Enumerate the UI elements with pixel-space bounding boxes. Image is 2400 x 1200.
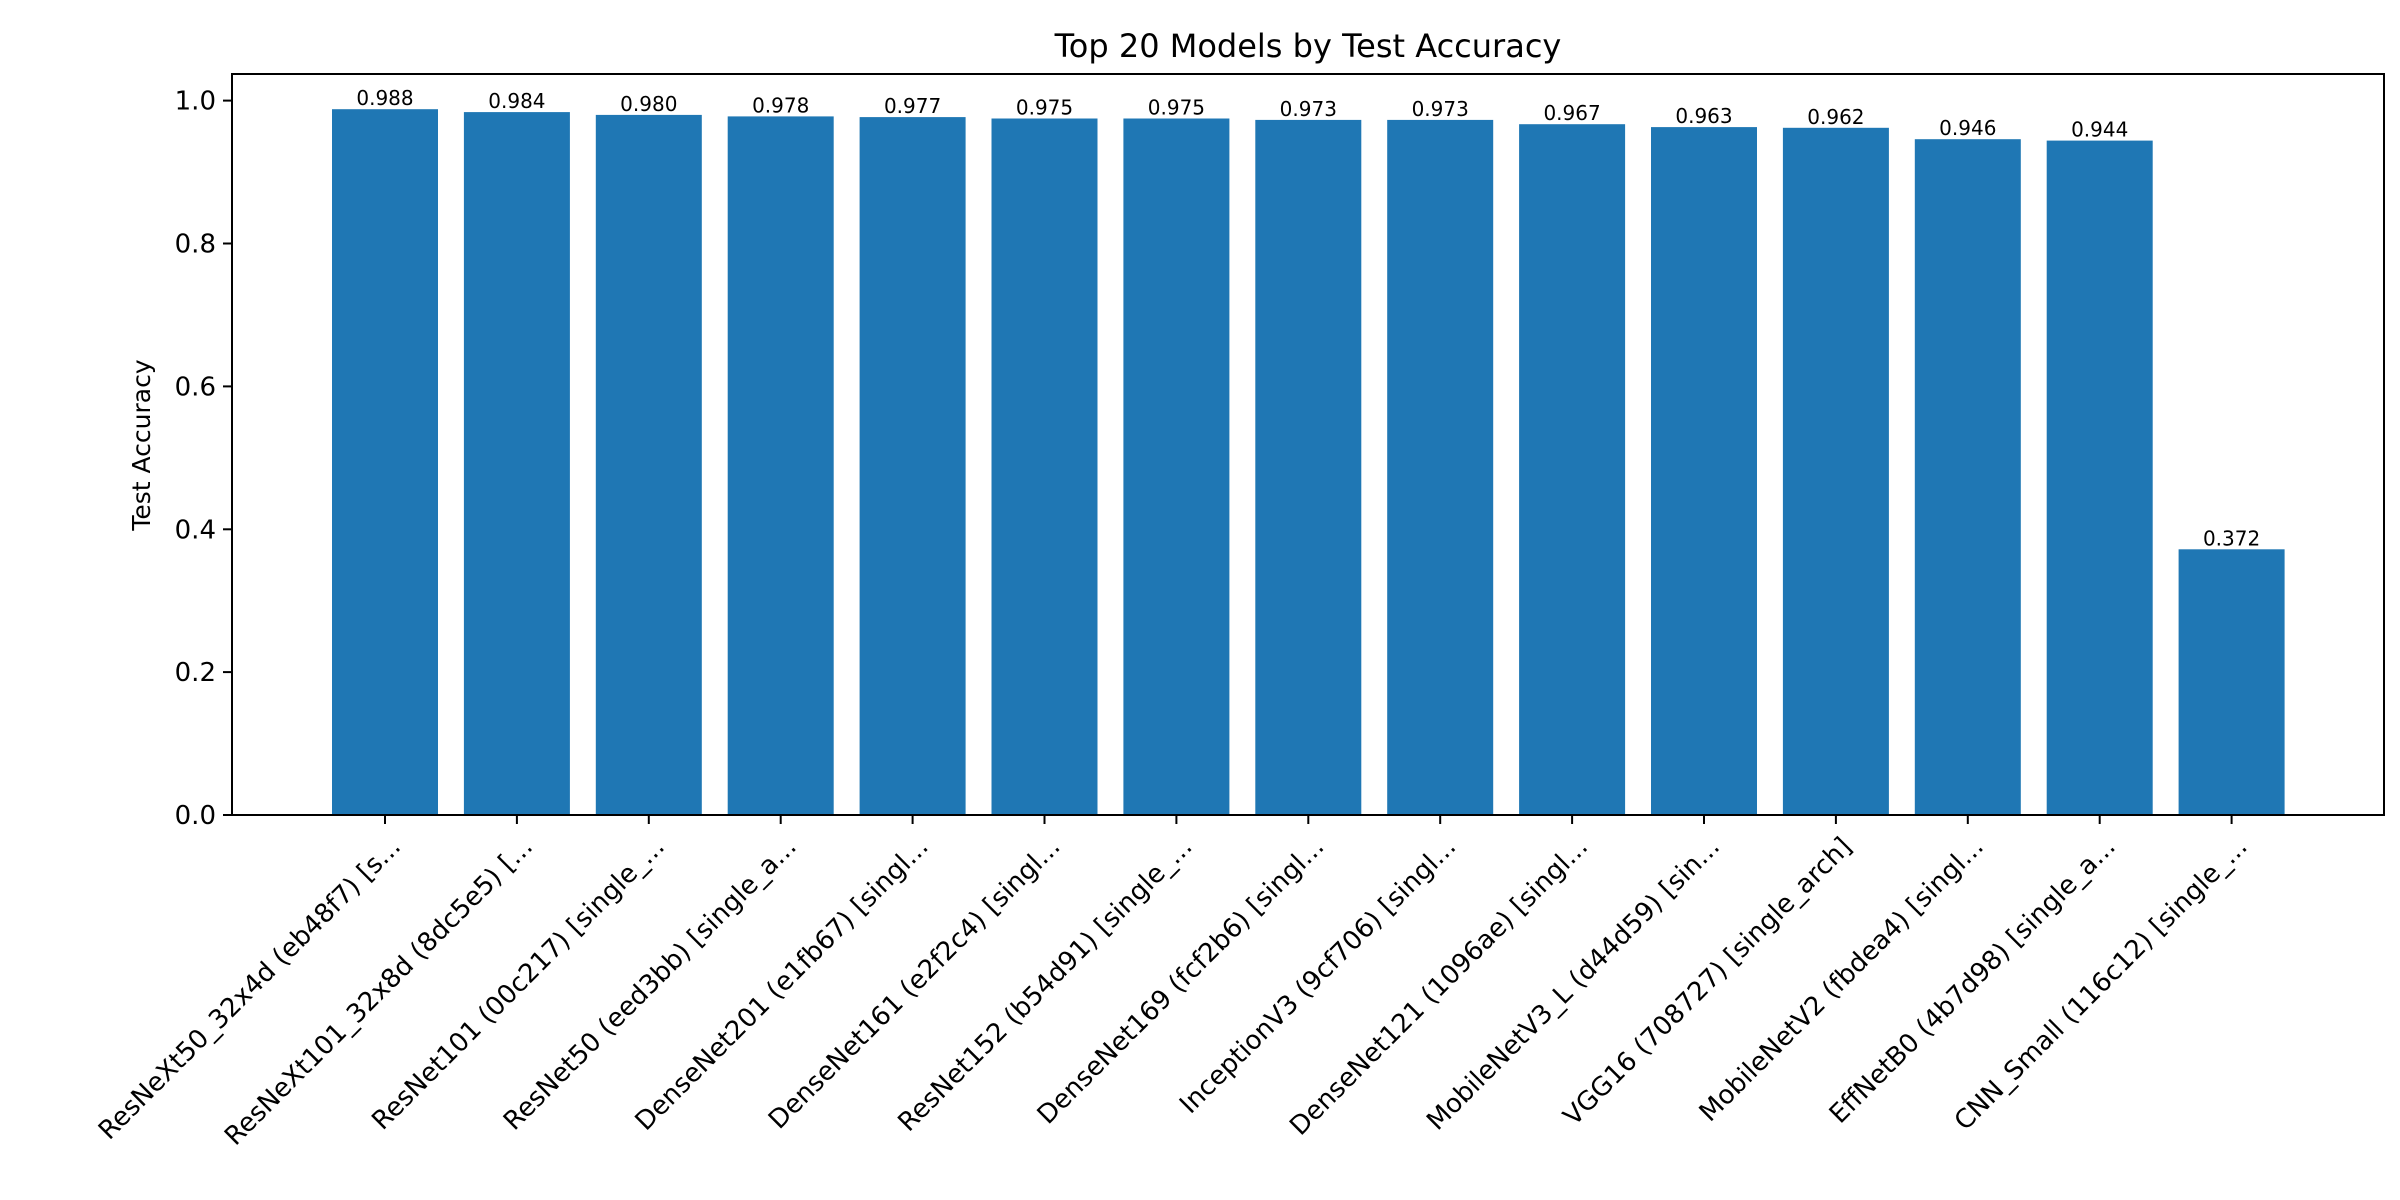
bar bbox=[2178, 549, 2285, 815]
y-tick-label: 1.0 bbox=[175, 87, 216, 117]
bar bbox=[1387, 119, 1494, 815]
y-tick-label: 0.4 bbox=[175, 515, 216, 545]
bar-value-label: 0.975 bbox=[1016, 96, 1073, 120]
x-tick-label: ResNet50 (eed3bb) [single_a... bbox=[498, 832, 803, 1137]
bar-value-label: 0.988 bbox=[356, 86, 413, 110]
bar-value-label: 0.975 bbox=[1148, 96, 1205, 120]
y-tick-label: 0.6 bbox=[175, 372, 216, 402]
bar-value-label: 0.944 bbox=[2071, 118, 2128, 142]
x-tick-label: ResNet152 (b54d91) [single_... bbox=[892, 832, 1198, 1138]
x-tick-label: VGG16 (708727) [single_arch] bbox=[1558, 832, 1858, 1132]
y-axis: 0.0 0.2 0.4 0.6 0.8 1.0 bbox=[175, 87, 232, 831]
bar bbox=[859, 117, 966, 816]
bar-value-label: 0.372 bbox=[2203, 526, 2260, 550]
x-tick-label: DenseNet201 (e1fb67) [singl... bbox=[630, 832, 935, 1137]
bar-value-label: 0.973 bbox=[1412, 97, 1469, 121]
bar bbox=[463, 112, 570, 816]
x-tick-label: MobileNetV3_L (d44d59) [sin... bbox=[1421, 832, 1726, 1137]
bar bbox=[1782, 127, 1889, 816]
bar-value-label: 0.980 bbox=[620, 92, 677, 116]
x-tick-label: InceptionV3 (9cf706) [singl... bbox=[1174, 832, 1462, 1120]
x-tick-label: EffNetB0 (4b7d98) [single_a... bbox=[1824, 832, 2122, 1130]
x-tick-label: ResNet101 (00c217) [single_... bbox=[366, 832, 670, 1136]
x-tick-label: CNN_Small (116c12) [single_... bbox=[1949, 832, 2254, 1137]
y-tick-label: 0.2 bbox=[175, 658, 216, 688]
bar-value-label: 0.977 bbox=[884, 94, 941, 118]
x-tick-label: DenseNet121 (1096ae) [singl... bbox=[1284, 832, 1594, 1142]
bar-value-label: 0.984 bbox=[488, 89, 545, 113]
bar-value-label: 0.962 bbox=[1807, 105, 1864, 129]
bar bbox=[1255, 119, 1362, 815]
y-tick-label: 0.0 bbox=[175, 801, 216, 831]
y-tick-label: 0.8 bbox=[175, 230, 216, 260]
data-labels-group: 0.988 0.984 0.980 0.978 0.977 0.975 0.975 0.973… bbox=[356, 86, 2260, 550]
bar-value-label: 0.963 bbox=[1675, 104, 1732, 128]
bar bbox=[991, 118, 1098, 815]
bar bbox=[595, 114, 702, 815]
x-axis: ResNeXt50_32x4d (eb48f7) [s...ResNeXt101… bbox=[93, 815, 2254, 1152]
bars-group bbox=[332, 109, 2285, 816]
bar bbox=[2046, 140, 2153, 816]
bar bbox=[1123, 118, 1230, 815]
bar-value-label: 0.973 bbox=[1280, 97, 1337, 121]
bar-value-label: 0.946 bbox=[1939, 116, 1996, 140]
bar bbox=[1519, 124, 1626, 815]
bar-value-label: 0.978 bbox=[752, 93, 809, 117]
bar bbox=[1914, 139, 2021, 815]
bar bbox=[727, 116, 834, 815]
bar-value-label: 0.967 bbox=[1543, 101, 1600, 125]
bar bbox=[1651, 127, 1757, 816]
y-axis-label: Test Accuracy bbox=[127, 359, 156, 532]
bar bbox=[332, 109, 438, 815]
x-tick-label: MobileNetV2 (fbdea4) [singl... bbox=[1694, 832, 1990, 1128]
x-tick-label: DenseNet169 (fcf2b6) [singl... bbox=[1032, 832, 1331, 1131]
x-tick-label: DenseNet161 (e2f2c4) [singl... bbox=[763, 832, 1066, 1135]
chart-title: Top 20 Models by Test Accuracy bbox=[1054, 27, 1562, 65]
plot-frame bbox=[231, 73, 2385, 816]
